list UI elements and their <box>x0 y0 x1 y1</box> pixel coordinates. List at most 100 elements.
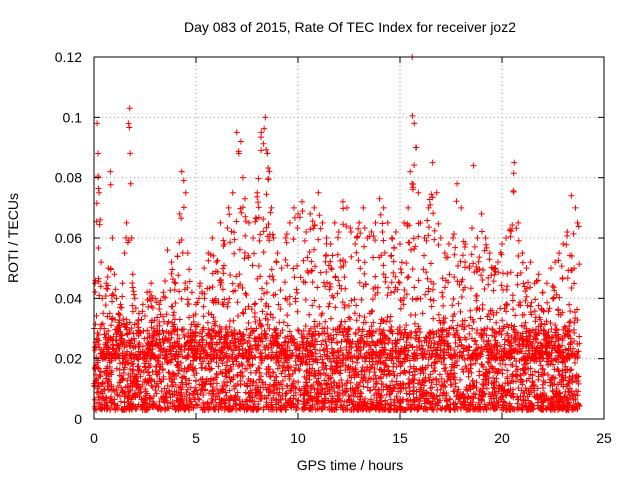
data-point <box>182 405 189 412</box>
data-point <box>117 301 124 308</box>
data-point <box>527 365 534 372</box>
data-point <box>459 391 466 398</box>
data-point <box>504 283 511 290</box>
data-point <box>267 373 274 380</box>
data-point <box>470 394 477 401</box>
data-point <box>129 280 136 287</box>
data-point <box>272 373 279 380</box>
data-point <box>299 360 306 367</box>
data-point <box>165 369 172 376</box>
data-point <box>232 382 239 389</box>
data-point <box>236 246 243 253</box>
data-point <box>193 387 200 394</box>
data-point <box>478 272 485 279</box>
data-point <box>549 387 556 394</box>
data-point <box>455 300 462 307</box>
data-point <box>264 150 271 157</box>
data-point <box>506 400 513 407</box>
data-point <box>557 402 564 409</box>
data-point <box>379 228 386 235</box>
data-point <box>329 349 336 356</box>
data-point <box>419 310 426 317</box>
data-point <box>162 278 169 285</box>
data-point <box>466 331 473 338</box>
data-point <box>408 405 415 412</box>
data-point <box>241 249 248 256</box>
x-tick-label: 5 <box>192 430 200 446</box>
data-point <box>406 391 413 398</box>
data-point <box>370 383 377 390</box>
data-point <box>385 284 392 291</box>
data-point <box>190 367 197 374</box>
data-point <box>357 265 364 272</box>
data-point <box>489 325 496 332</box>
data-point <box>327 332 334 339</box>
data-point <box>454 322 461 329</box>
data-point <box>439 392 446 399</box>
data-point <box>368 308 375 315</box>
data-point <box>348 374 355 381</box>
data-point <box>129 271 136 278</box>
data-point <box>541 390 548 397</box>
data-point <box>244 383 251 390</box>
data-point <box>520 280 527 287</box>
data-point <box>341 382 348 389</box>
data-point <box>361 371 368 378</box>
data-point <box>425 224 432 231</box>
data-point <box>435 311 442 318</box>
data-point <box>403 322 410 329</box>
data-point <box>238 209 245 216</box>
data-point <box>338 377 345 384</box>
data-point <box>118 384 125 391</box>
data-point <box>497 360 504 367</box>
data-point <box>507 233 514 240</box>
data-point <box>568 366 575 373</box>
data-point <box>124 395 131 402</box>
data-point <box>211 376 218 383</box>
data-point <box>272 401 279 408</box>
data-point <box>282 235 289 241</box>
data-point <box>360 204 367 211</box>
data-point <box>412 311 419 318</box>
data-point <box>367 329 374 336</box>
data-point <box>139 301 146 308</box>
data-point <box>250 235 257 241</box>
data-point <box>411 368 418 375</box>
data-point <box>230 361 237 368</box>
data-point <box>420 266 427 273</box>
data-point <box>217 219 224 226</box>
data-point <box>282 256 289 263</box>
data-point <box>258 395 265 402</box>
data-point <box>277 330 284 337</box>
data-point <box>409 112 416 119</box>
data-point <box>351 296 358 303</box>
data-point <box>507 269 514 276</box>
data-point <box>267 209 274 216</box>
data-point <box>280 319 287 326</box>
data-point <box>304 361 311 368</box>
data-point <box>567 395 574 402</box>
data-point <box>124 383 131 390</box>
data-point <box>559 274 566 281</box>
data-point <box>503 235 510 241</box>
data-point <box>411 120 418 127</box>
data-point <box>453 392 460 399</box>
data-point <box>120 370 127 377</box>
data-point <box>237 401 244 408</box>
y-tick-label: 0.12 <box>55 49 82 65</box>
data-point <box>295 365 302 372</box>
data-point <box>180 177 187 184</box>
data-point <box>387 385 394 392</box>
data-point <box>441 250 448 257</box>
data-point <box>540 385 547 392</box>
data-point <box>388 252 395 259</box>
data-point <box>314 405 321 412</box>
data-point <box>339 404 346 411</box>
data-point <box>435 220 442 227</box>
data-point <box>156 336 163 343</box>
data-point <box>249 382 256 389</box>
data-point <box>127 343 134 350</box>
data-point <box>488 272 495 279</box>
data-point <box>311 368 318 375</box>
data-point <box>104 285 111 292</box>
